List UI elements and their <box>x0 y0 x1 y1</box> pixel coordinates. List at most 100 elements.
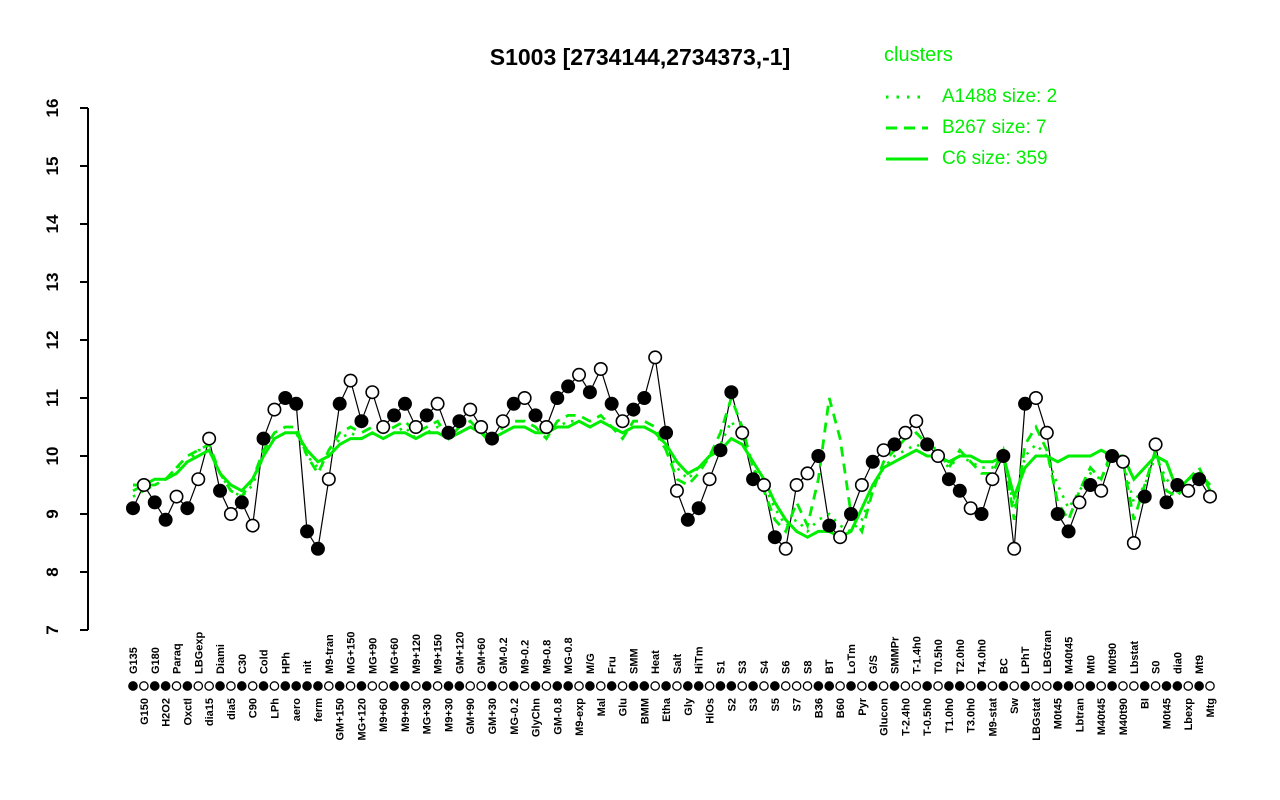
x-condition-label: GM+30 <box>487 698 499 734</box>
condition-marker <box>334 681 345 691</box>
condition-marker <box>269 681 280 691</box>
condition-marker <box>639 681 650 691</box>
condition-marker <box>857 681 867 691</box>
x-condition-label: S0 <box>1151 661 1163 674</box>
data-point <box>1028 390 1043 405</box>
x-condition-label: LoTm <box>846 644 858 674</box>
data-point <box>1007 541 1022 556</box>
condition-marker <box>682 681 693 691</box>
condition-marker <box>889 681 900 691</box>
condition-marker <box>661 681 671 691</box>
x-condition-label: M9+90 <box>400 698 412 732</box>
x-condition-label: GM+150 <box>335 698 347 741</box>
x-condition-label: Sw <box>1009 698 1021 714</box>
x-condition-label: LBGtran <box>1042 630 1054 674</box>
x-condition-label: Paraq <box>172 643 184 674</box>
legend-entry-b267: B267 size: 7 <box>884 112 1057 143</box>
data-point <box>1192 472 1207 487</box>
data-point <box>648 350 663 365</box>
data-point <box>147 495 162 510</box>
y-tick-label: 10 <box>43 447 62 466</box>
x-condition-label: B36 <box>813 698 825 718</box>
data-point <box>865 454 880 469</box>
data-point <box>1148 437 1163 452</box>
data-point <box>778 541 793 556</box>
data-point <box>952 483 967 498</box>
condition-marker <box>693 681 704 691</box>
x-condition-label: Glucon <box>879 698 891 736</box>
legend-title: clusters <box>884 44 953 66</box>
condition-marker <box>1074 681 1085 691</box>
condition-marker <box>356 681 367 691</box>
condition-marker <box>715 681 726 691</box>
x-condition-label: MG+30 <box>422 698 434 734</box>
condition-marker <box>911 681 922 691</box>
data-point <box>267 402 282 417</box>
legend-entry-c6: C6 size: 359 <box>884 143 1057 174</box>
condition-marker <box>400 681 410 691</box>
data-point <box>300 524 315 539</box>
data-point <box>387 408 402 423</box>
x-condition-label: T-2.4h0 <box>900 698 912 736</box>
condition-marker <box>519 681 530 691</box>
x-condition-label: dia0 <box>1172 652 1184 674</box>
x-condition-label: Lbstat <box>1129 641 1141 674</box>
condition-marker <box>204 681 215 691</box>
x-condition-label: MG+150 <box>346 632 358 675</box>
data-point <box>963 501 978 516</box>
x-condition-label: Cold <box>259 650 271 674</box>
data-point <box>528 408 543 423</box>
x-condition-label: Mtg <box>1205 698 1217 718</box>
data-point <box>506 396 521 411</box>
x-condition-label: GM+90 <box>465 698 477 734</box>
x-condition-label: M0t45 <box>1053 698 1065 729</box>
data-point <box>909 414 924 429</box>
condition-marker <box>139 681 149 691</box>
condition-marker <box>759 681 769 691</box>
data-point <box>985 472 1000 487</box>
x-condition-label: M9+150 <box>433 634 445 674</box>
data-point <box>756 477 771 492</box>
condition-marker <box>617 681 628 691</box>
condition-marker <box>215 681 225 691</box>
condition-marker <box>835 681 845 691</box>
x-condition-label: C30 <box>237 654 249 674</box>
data-point <box>691 501 706 516</box>
condition-marker <box>389 681 399 691</box>
data-point <box>289 396 304 411</box>
data-point <box>822 518 837 533</box>
x-condition-label: M9+30 <box>443 698 455 732</box>
condition-marker <box>345 681 356 691</box>
condition-marker <box>236 681 247 691</box>
x-condition-label: SMMPr <box>890 636 902 674</box>
condition-marker <box>128 681 138 691</box>
x-condition-label: GM+120 <box>454 632 466 675</box>
x-condition-label: aero <box>291 698 303 722</box>
condition-marker <box>878 681 889 691</box>
data-point <box>811 448 826 463</box>
data-point <box>256 431 271 446</box>
condition-marker <box>1085 681 1096 691</box>
x-condition-label: Mal <box>596 698 608 716</box>
x-condition-label: S6 <box>781 661 793 674</box>
y-tick-label: 7 <box>43 625 62 634</box>
data-point <box>1072 495 1087 510</box>
data-point <box>441 425 456 440</box>
condition-marker <box>1041 681 1052 691</box>
condition-marker <box>1052 681 1063 691</box>
x-condition-label: LBGstat <box>1031 698 1043 741</box>
condition-marker <box>726 681 737 691</box>
data-point <box>724 385 739 400</box>
x-condition-label: B60 <box>835 698 847 718</box>
condition-marker <box>541 681 552 691</box>
condition-marker <box>998 681 1009 691</box>
x-condition-label: S8 <box>802 661 814 674</box>
data-point <box>735 425 750 440</box>
condition-marker <box>933 681 943 691</box>
x-condition-label: Mt9 <box>1194 655 1206 674</box>
condition-marker <box>922 681 933 691</box>
condition-marker <box>487 681 497 691</box>
condition-marker <box>704 681 715 691</box>
data-point <box>474 419 489 434</box>
condition-marker <box>410 681 421 691</box>
